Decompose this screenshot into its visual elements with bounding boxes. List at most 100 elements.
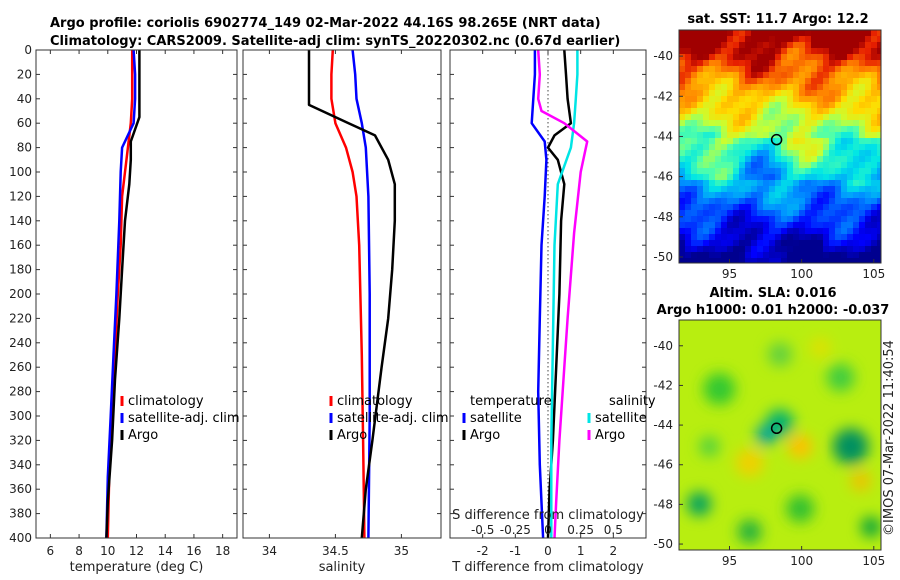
sst-pixel bbox=[799, 78, 806, 85]
sst-pixel bbox=[727, 150, 734, 157]
sst-pixel bbox=[715, 198, 722, 205]
sst-pixel bbox=[751, 222, 758, 229]
sst-pixel bbox=[877, 240, 881, 247]
sst-pixel bbox=[751, 216, 758, 223]
sst-pixel bbox=[841, 108, 848, 115]
sst-pixel bbox=[757, 252, 764, 259]
depth-tick-label: 40 bbox=[17, 92, 32, 106]
sst-pixel bbox=[763, 96, 770, 103]
sst-pixel bbox=[781, 168, 788, 175]
differences-xlabel: T difference from climatology bbox=[451, 560, 644, 575]
depth-tick-label: 320 bbox=[9, 433, 32, 447]
sst-pixel bbox=[697, 120, 704, 127]
sst-pixel bbox=[709, 96, 716, 103]
sst-pixel bbox=[763, 138, 770, 145]
sst-pixel bbox=[865, 168, 872, 175]
sst-pixel bbox=[799, 228, 806, 235]
sst-pixel bbox=[721, 54, 728, 61]
sst-pixel bbox=[871, 138, 878, 145]
sst-pixel bbox=[787, 210, 794, 217]
sst-pixel bbox=[751, 132, 758, 139]
sst-pixel bbox=[859, 66, 866, 73]
sla-anomaly-blob bbox=[810, 337, 831, 358]
sst-pixel bbox=[715, 90, 722, 97]
sst-pixel bbox=[871, 168, 878, 175]
sst-pixel bbox=[697, 54, 704, 61]
sst-pixel bbox=[751, 36, 758, 43]
sst-pixel bbox=[715, 84, 722, 91]
sst-pixel bbox=[697, 192, 704, 199]
sst-pixel bbox=[769, 66, 776, 73]
sst-pixel bbox=[691, 138, 698, 145]
sst-pixel bbox=[841, 78, 848, 85]
sst-pixel bbox=[751, 204, 758, 211]
sst-pixel bbox=[841, 246, 848, 253]
sst-pixel bbox=[841, 132, 848, 139]
sst-pixel bbox=[715, 60, 722, 67]
sst-pixel bbox=[721, 132, 728, 139]
sst-pixel bbox=[805, 240, 812, 247]
sst-pixel bbox=[757, 156, 764, 163]
salinity-line-argo bbox=[307, 50, 397, 539]
sst-pixel bbox=[847, 102, 854, 109]
sst-pixel bbox=[745, 240, 752, 247]
sst-pixel bbox=[733, 156, 740, 163]
sst-pixel bbox=[781, 216, 788, 223]
sst-pixel bbox=[709, 30, 716, 37]
sst-pixel bbox=[865, 84, 872, 91]
sst-pixel bbox=[811, 144, 818, 151]
sst-pixel bbox=[847, 144, 854, 151]
sst-pixel bbox=[739, 108, 746, 115]
sst-pixel bbox=[781, 90, 788, 97]
sst-pixel bbox=[685, 222, 692, 229]
sst-pixel bbox=[811, 138, 818, 145]
sst-pixel bbox=[787, 54, 794, 61]
sst-pixel bbox=[727, 246, 734, 253]
sst-pixel bbox=[799, 144, 806, 151]
sst-pixel bbox=[811, 252, 818, 259]
sst-pixel bbox=[739, 144, 746, 151]
figure-title-line2: Climatology: CARS2009. Satellite-adj cli… bbox=[50, 34, 620, 49]
sst-pixel bbox=[727, 204, 734, 211]
sst-pixel bbox=[817, 162, 824, 169]
sst-pixel bbox=[751, 252, 758, 259]
sst-pixel bbox=[679, 216, 686, 223]
sst-pixel bbox=[739, 48, 746, 55]
sst-pixel bbox=[853, 48, 860, 55]
sst-pixel bbox=[757, 84, 764, 91]
sst-pixel bbox=[805, 114, 812, 121]
sst-pixel bbox=[865, 102, 872, 109]
sla-anomaly-blob bbox=[699, 436, 720, 457]
sst-pixel bbox=[793, 198, 800, 205]
sst-pixel bbox=[823, 66, 830, 73]
sst-pixel bbox=[835, 216, 842, 223]
sst-pixel bbox=[757, 108, 764, 115]
sst-pixel bbox=[871, 54, 878, 61]
sst-pixel bbox=[697, 174, 704, 181]
sst-pixel bbox=[865, 30, 872, 37]
sst-pixel bbox=[817, 150, 824, 157]
sst-pixel bbox=[757, 126, 764, 133]
sst-pixel bbox=[829, 174, 836, 181]
sst-pixel bbox=[853, 156, 860, 163]
sst-pixel bbox=[721, 204, 728, 211]
sst-pixel bbox=[805, 204, 812, 211]
sst-pixel bbox=[817, 30, 824, 37]
sst-pixel bbox=[769, 126, 776, 133]
sla-anomaly-blob bbox=[826, 363, 855, 392]
sst-pixel bbox=[835, 66, 842, 73]
sst-pixel bbox=[715, 180, 722, 187]
sst-pixel bbox=[709, 210, 716, 217]
sst-pixel bbox=[775, 72, 782, 79]
sst-pixel bbox=[823, 234, 830, 241]
sst-pixel bbox=[859, 90, 866, 97]
sst-pixel bbox=[769, 174, 776, 181]
sst-map-xtick-label: 95 bbox=[722, 267, 737, 281]
sst-pixel bbox=[781, 48, 788, 55]
salinity-legend-entry: Argo bbox=[337, 428, 367, 443]
sst-pixel bbox=[799, 96, 806, 103]
sst-pixel bbox=[757, 246, 764, 253]
sst-pixel bbox=[691, 144, 698, 151]
sst-pixel bbox=[685, 132, 692, 139]
sst-pixel bbox=[781, 108, 788, 115]
